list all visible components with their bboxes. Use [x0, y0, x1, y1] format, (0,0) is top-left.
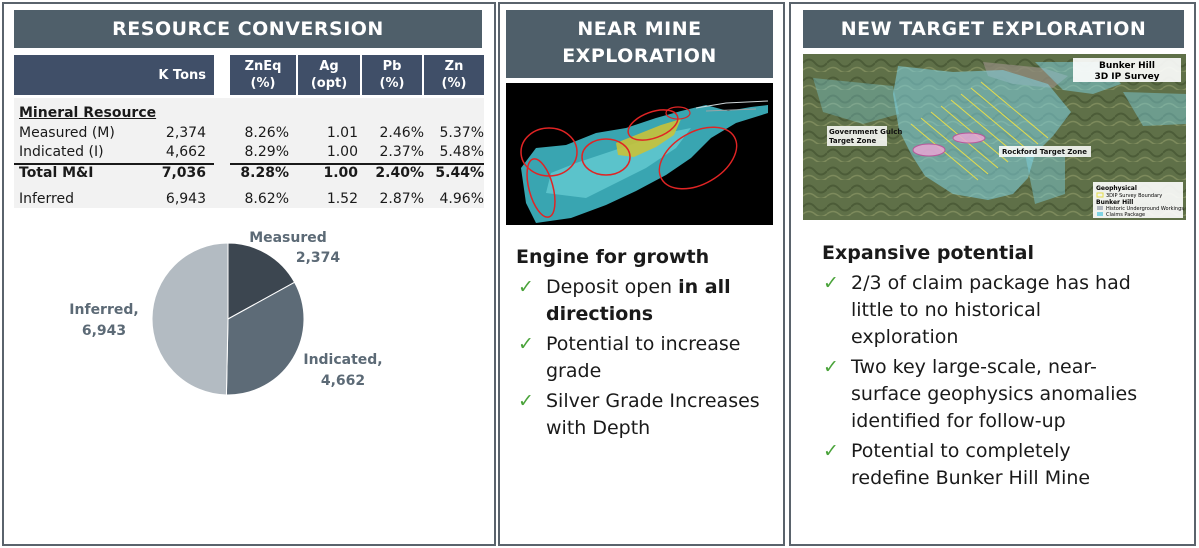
header-zn: Zn (%) [424, 55, 484, 95]
legend-swatch-claims [1097, 212, 1103, 216]
cell-zn: 5.37% [439, 125, 484, 141]
list-item: ✓ Deposit open in all directions [518, 274, 773, 328]
map-label-rockford: Rockford Target Zone [1002, 148, 1087, 156]
bullet-text: Deposit open [546, 276, 679, 298]
check-icon: ✓ [518, 333, 534, 355]
cell-ktons: 7,036 [161, 165, 206, 181]
check-icon: ✓ [823, 440, 839, 462]
cell-zneq: 8.62% [244, 191, 289, 207]
row-label: Inferred [19, 191, 75, 207]
header-ktons: K Tons [14, 55, 214, 95]
near-mine-exploration-panel: NEAR MINE EXPLORATION Engine for growth … [498, 2, 785, 546]
row-label: Measured (M) [19, 125, 115, 141]
header-zneq: ZnEq (%) [230, 55, 296, 95]
pie-label-inferred-name: Inferred, [69, 302, 138, 318]
new-target-bullet-list: ✓ 2/3 of claim package has had little to… [823, 270, 1153, 495]
check-icon: ✓ [518, 390, 534, 412]
cell-ag: 1.52 [326, 191, 358, 207]
map-label-government-gulch: Government Gulch [829, 128, 902, 136]
map-title-line2: 3D IP Survey [1094, 72, 1159, 82]
check-icon: ✓ [823, 356, 839, 378]
bullet-text-bold: in all directions [546, 276, 731, 325]
map-legend-survey-boundary: 3DIP Survey Boundary [1106, 193, 1162, 199]
list-item: ✓ Silver Grade Increases with Depth [518, 388, 773, 442]
table-row-inferred: Inferred 6,943 8.62% 1.52 2.87% 4.96% [14, 191, 484, 210]
bullet-text: 2/3 of claim package has had little to n… [851, 272, 1131, 348]
cell-pb: 2.37% [379, 144, 424, 160]
row-label: Indicated (I) [19, 144, 104, 160]
map-legend-workings: Historic Underground Workings [1106, 206, 1184, 212]
pie-label-measured-name: Measured [249, 230, 327, 246]
new-target-title: NEW TARGET EXPLORATION [803, 10, 1184, 48]
check-icon: ✓ [518, 276, 534, 298]
resource-table-body: Mineral Resource Measured (M) 2,374 8.26… [14, 98, 484, 208]
cell-ag: 1.00 [323, 165, 358, 181]
engine-for-growth-heading: Engine for growth [516, 246, 710, 268]
resource-conversion-title: RESOURCE CONVERSION [14, 10, 482, 48]
pie-slice-measured [227, 242, 296, 320]
cell-zn: 5.44% [435, 165, 484, 181]
bullet-text: Two key large-scale, near-surface geophy… [851, 356, 1138, 432]
pie-label-inferred-value: 6,943 [82, 323, 126, 339]
near-mine-title: NEAR MINE EXPLORATION [506, 10, 773, 78]
near-mine-bullet-list: ✓ Deposit open in all directions ✓ Poten… [518, 274, 773, 445]
cell-zn: 5.48% [439, 144, 484, 160]
list-item: ✓ Two key large-scale, near-surface geop… [823, 354, 1153, 435]
map-legend-geophysical: Geophysical [1096, 185, 1137, 192]
deposit-3d-model-image [506, 83, 773, 225]
header-pb: Pb (%) [362, 55, 422, 95]
cell-ag: 1.00 [326, 144, 358, 160]
resource-pie-chart: Measured 2,374 Indicated, 4,662 Inferred… [69, 230, 383, 396]
resource-conversion-panel: RESOURCE CONVERSION K Tons ZnEq (%) Ag (… [2, 2, 496, 546]
bullet-text: Potential to increase grade [546, 333, 741, 382]
cell-pb: 2.87% [379, 191, 424, 207]
cell-ktons: 4,662 [165, 144, 206, 160]
cell-zneq: 8.28% [240, 165, 289, 181]
header-ag: Ag (opt) [298, 55, 360, 95]
expansive-potential-heading: Expansive potential [822, 242, 1034, 264]
near-mine-title-line2: EXPLORATION [562, 45, 717, 67]
cell-zn: 4.96% [439, 191, 484, 207]
pie-label-indicated-value: 4,662 [321, 373, 365, 389]
map-title-line1: Bunker Hill [1099, 61, 1155, 71]
map-legend-bunker-hill: Bunker Hill [1096, 199, 1133, 206]
cell-ag: 1.01 [326, 125, 358, 141]
near-mine-title-line1: NEAR MINE [577, 18, 702, 40]
check-icon: ✓ [823, 272, 839, 294]
cell-zneq: 8.26% [244, 125, 289, 141]
cell-zneq: 8.29% [244, 144, 289, 160]
pie-label-measured-value: 2,374 [296, 250, 341, 266]
map-legend-claims: Claims Package [1106, 212, 1145, 218]
pie-slice-inferred [151, 242, 229, 396]
row-label: Total M&I [19, 165, 94, 181]
legend-swatch-survey [1096, 192, 1104, 198]
geophysics-survey-map: Bunker Hill 3D IP Survey Government Gulc… [803, 54, 1186, 220]
list-item: ✓ Potential to increase grade [518, 331, 773, 385]
list-item: ✓ Potential to completely redefine Bunke… [823, 438, 1153, 492]
resource-table-header: K Tons ZnEq (%) Ag (opt) Pb (%) Zn (%) [14, 55, 484, 95]
map-label-target-zone: Target Zone [829, 137, 876, 145]
cell-pb: 2.46% [379, 125, 424, 141]
new-target-exploration-panel: NEW TARGET EXPLORATION [789, 2, 1196, 546]
pie-label-indicated-name: Indicated, [303, 352, 382, 368]
bullet-text: Potential to completely redefine Bunker … [851, 440, 1091, 489]
pie-slice-indicated [225, 281, 305, 396]
total-rule-right [230, 163, 484, 165]
legend-swatch-workings [1097, 206, 1103, 210]
table-row-total: Total M&I 7,036 8.28% 1.00 2.40% 5.44% [14, 165, 484, 184]
cell-ktons: 2,374 [165, 125, 206, 141]
cell-pb: 2.40% [375, 165, 424, 181]
mineral-resource-label: Mineral Resource [19, 105, 157, 121]
list-item: ✓ 2/3 of claim package has had little to… [823, 270, 1153, 351]
cell-ktons: 6,943 [165, 191, 206, 207]
bullet-text: Silver Grade Increases with Depth [546, 390, 760, 439]
total-rule-left [14, 163, 214, 165]
table-row-indicated: Indicated (I) 4,662 8.29% 1.00 2.37% 5.4… [14, 144, 484, 163]
table-row-measured: Measured (M) 2,374 8.26% 1.01 2.46% 5.37… [14, 125, 484, 144]
